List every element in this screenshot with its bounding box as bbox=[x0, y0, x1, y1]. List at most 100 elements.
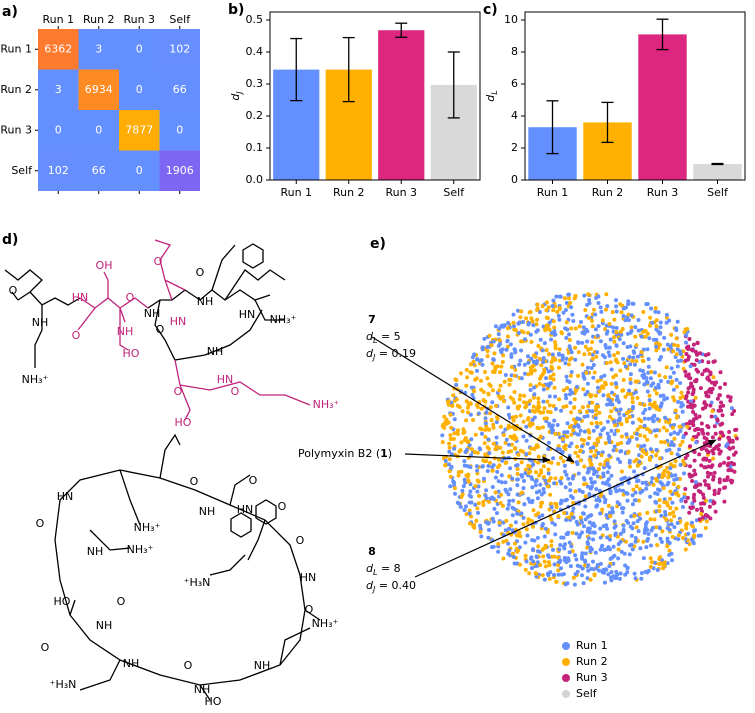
cloud-point bbox=[521, 320, 526, 324]
cloud-point bbox=[626, 440, 631, 445]
cloud-point bbox=[591, 375, 596, 380]
cloud-point bbox=[512, 390, 517, 394]
cloud-point bbox=[493, 475, 498, 480]
cloud-point bbox=[645, 331, 650, 336]
x-tick-label: Run 3 bbox=[647, 186, 679, 199]
cloud-point bbox=[476, 411, 481, 416]
cloud-point bbox=[648, 447, 653, 452]
sub-label: dL = 5 bbox=[366, 330, 401, 345]
cloud-point bbox=[630, 526, 635, 531]
cloud-point bbox=[527, 464, 532, 469]
cloud-point bbox=[672, 343, 677, 347]
cloud-point bbox=[622, 551, 627, 556]
cloud-point bbox=[691, 495, 696, 500]
cloud-point bbox=[488, 460, 492, 465]
atom-label: HN bbox=[57, 490, 74, 503]
cloud-point bbox=[571, 515, 576, 520]
cloud-point bbox=[642, 423, 647, 428]
cloud-point bbox=[629, 514, 634, 519]
cloud-point bbox=[501, 399, 506, 404]
cloud-point bbox=[607, 453, 612, 458]
cloud-point bbox=[642, 382, 647, 387]
cloud-point bbox=[478, 426, 483, 431]
cloud-point bbox=[647, 457, 652, 462]
cloud-point bbox=[598, 421, 603, 426]
cloud-point bbox=[658, 320, 663, 325]
cloud-point bbox=[704, 519, 709, 524]
cloud-point bbox=[492, 351, 497, 356]
cloud-point bbox=[449, 464, 454, 469]
cloud-point bbox=[634, 525, 639, 530]
cloud-point bbox=[553, 407, 558, 411]
cloud-point bbox=[573, 572, 578, 577]
cloud-point bbox=[567, 550, 572, 555]
cloud-point bbox=[668, 506, 673, 510]
cloud-point bbox=[543, 328, 548, 333]
cloud-point bbox=[542, 490, 546, 495]
atom-label: O bbox=[156, 323, 165, 336]
cloud-point bbox=[587, 298, 592, 302]
cloud-point bbox=[568, 481, 573, 486]
cloud-point bbox=[693, 472, 698, 477]
cloud-point bbox=[557, 306, 562, 311]
cloud-point bbox=[623, 364, 628, 369]
heatmap-cell bbox=[119, 110, 160, 151]
cloud-point bbox=[498, 424, 503, 429]
cloud-point bbox=[633, 334, 638, 339]
cloud-point bbox=[626, 450, 630, 455]
cloud-point bbox=[631, 349, 636, 354]
cloud-point bbox=[675, 521, 680, 525]
cloud-point bbox=[598, 547, 603, 552]
cloud-point bbox=[511, 418, 516, 423]
cell-label: 102 bbox=[169, 42, 190, 55]
cloud-point bbox=[535, 496, 540, 501]
cloud-point bbox=[654, 341, 658, 346]
cloud-point bbox=[557, 559, 562, 564]
cloud-point bbox=[615, 442, 620, 447]
cloud-point bbox=[496, 457, 501, 462]
cloud-point bbox=[624, 432, 629, 437]
cloud-point bbox=[469, 514, 473, 519]
cloud-point bbox=[531, 559, 536, 564]
cloud-point bbox=[561, 405, 566, 409]
cloud-point bbox=[644, 486, 649, 491]
cloud-point bbox=[708, 372, 713, 377]
cloud-point bbox=[540, 304, 545, 309]
cloud-point bbox=[647, 406, 652, 411]
cloud-point bbox=[604, 513, 609, 518]
cloud-point bbox=[693, 379, 697, 384]
cloud-point bbox=[448, 474, 453, 479]
cloud-point bbox=[696, 432, 701, 436]
cloud-point bbox=[593, 408, 598, 412]
cloud-point bbox=[476, 510, 480, 515]
cloud-point bbox=[596, 294, 601, 299]
cloud-point bbox=[543, 564, 548, 569]
x-tick-label: Run 3 bbox=[123, 13, 155, 26]
cloud-point bbox=[604, 361, 609, 366]
cloud-point bbox=[616, 556, 621, 561]
cloud-point bbox=[514, 414, 518, 419]
cloud-point bbox=[550, 554, 555, 559]
cloud-point bbox=[448, 412, 453, 417]
cloud-point bbox=[540, 348, 545, 353]
cloud-point bbox=[516, 331, 521, 335]
cloud-point bbox=[630, 547, 635, 552]
cloud-point bbox=[717, 436, 722, 441]
cloud-point bbox=[550, 423, 555, 428]
cloud-point bbox=[618, 329, 623, 334]
cloud-point bbox=[701, 495, 706, 500]
cloud-point bbox=[654, 344, 659, 349]
cloud-point bbox=[537, 310, 542, 314]
cloud-point bbox=[656, 382, 661, 387]
cloud-point bbox=[547, 403, 552, 408]
cloud-point bbox=[610, 310, 615, 315]
plot-frame bbox=[524, 11, 746, 181]
cloud-point bbox=[530, 319, 535, 324]
cloud-point bbox=[692, 450, 697, 454]
cloud-point bbox=[516, 452, 521, 457]
cloud-point bbox=[515, 472, 520, 476]
cloud-point bbox=[686, 354, 691, 359]
cloud-point bbox=[711, 359, 716, 364]
cloud-point bbox=[535, 317, 540, 322]
cloud-point bbox=[630, 493, 635, 498]
